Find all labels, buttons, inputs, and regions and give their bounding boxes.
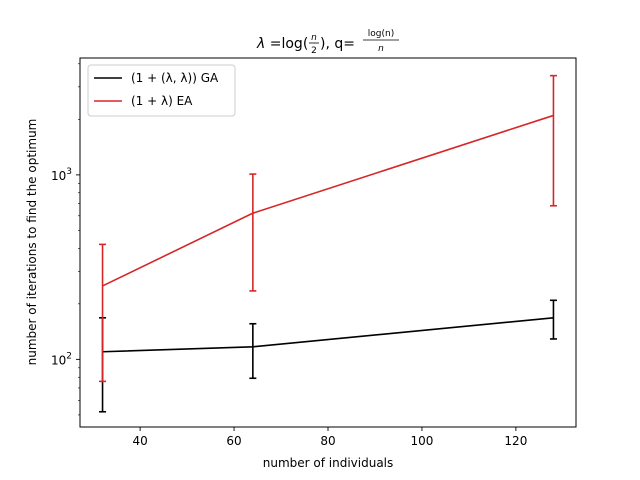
- y-axis-label: number of iterations to find the optimum: [25, 119, 39, 366]
- title-eq1: =log(: [270, 36, 309, 52]
- axes: 40 60 80 100 120 102 103: [51, 57, 577, 448]
- title-lambda: λ: [256, 36, 265, 52]
- series-line-0: [102, 317, 554, 353]
- title-frac2-num: log(n): [368, 29, 394, 39]
- y-tick-label-0: 102: [51, 351, 72, 367]
- svg-text:λ =log(: λ =log(: [256, 36, 308, 52]
- title-frac1-den: 2: [311, 46, 317, 56]
- x-tick-label-3: 100: [410, 434, 433, 448]
- series-line-1: [102, 114, 554, 287]
- title-frac2-den: n: [378, 44, 384, 54]
- chart-title: λ =log( n 2 ), q= log(n) n: [256, 29, 399, 56]
- x-tick-label-2: 80: [320, 434, 335, 448]
- y-tick-label-1: 103: [51, 167, 72, 183]
- legend: (1 + (λ, λ)) GA (1 + λ) EA: [87, 64, 236, 117]
- x-tick-label-0: 40: [132, 434, 147, 448]
- x-axis-label: number of individuals: [263, 456, 394, 470]
- legend-label-0: (1 + (λ, λ)) GA: [131, 71, 219, 85]
- x-tick-label-1: 60: [226, 434, 241, 448]
- plot-area: [99, 74, 557, 413]
- legend-label-1: (1 + λ) EA: [131, 94, 193, 108]
- title-mid: ), q=: [320, 36, 355, 52]
- title-frac1-num: n: [311, 33, 317, 43]
- legend-box: [87, 64, 236, 117]
- x-tick-label-4: 120: [504, 434, 527, 448]
